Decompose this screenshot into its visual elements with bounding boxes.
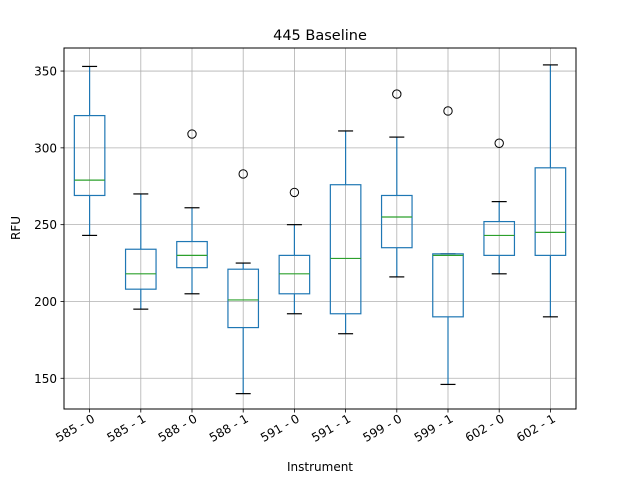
- box-iqr: [432, 253, 464, 318]
- box-iqr: [124, 248, 157, 290]
- x-tick-label: 585 - 1: [104, 411, 148, 444]
- outlier-point: [289, 187, 300, 198]
- box-585-0: [73, 65, 106, 237]
- box-iqr: [176, 240, 208, 269]
- box-588-0: [176, 129, 208, 295]
- box-585-1: [124, 193, 157, 310]
- y-tick-label: 250: [34, 218, 57, 232]
- box-591-0: [278, 187, 311, 315]
- x-tick-label: 599 - 1: [412, 411, 456, 444]
- box-iqr: [329, 184, 362, 315]
- box-iqr: [380, 194, 413, 249]
- x-tick-label: 585 - 0: [53, 411, 97, 444]
- plot-area-frame: [63, 47, 577, 410]
- y-tick-label: 300: [34, 141, 57, 155]
- box-588-1: [227, 169, 260, 395]
- box-591-1: [329, 130, 362, 335]
- outlier-point: [443, 106, 453, 116]
- axis-ticks: 150 200 250 300 350 585 - 0 585 - 1 588 - 0 588 …: [34, 65, 558, 445]
- y-tick-label: 150: [34, 372, 57, 386]
- box-599-0: [380, 89, 413, 278]
- x-tick-label: 591 - 1: [309, 411, 353, 444]
- outlier-point: [238, 169, 248, 179]
- box-iqr: [483, 220, 516, 256]
- box-iqr: [73, 114, 106, 197]
- chart-title: 445 Baseline: [273, 28, 367, 44]
- x-tick-label: 602 - 1: [514, 411, 558, 444]
- x-tick-label: 602 - 0: [463, 411, 507, 444]
- x-tick-label: 588 - 1: [207, 411, 251, 444]
- box-iqr: [534, 167, 567, 256]
- box-602-1: [534, 64, 567, 318]
- box-iqr: [227, 268, 260, 329]
- outlier-point: [494, 138, 504, 148]
- x-axis-label: Instrument: [287, 460, 353, 474]
- outlier-point: [392, 89, 402, 99]
- y-tick-label: 350: [34, 65, 57, 79]
- boxes: [73, 64, 567, 395]
- y-axis-label: RFU: [9, 216, 23, 240]
- y-tick-label: 200: [34, 295, 57, 309]
- box-iqr: [278, 254, 311, 295]
- outlier-point: [187, 129, 197, 139]
- box-599-1: [432, 106, 464, 386]
- x-tick-label: 588 - 0: [156, 411, 200, 444]
- x-tick-label: 591 - 0: [258, 411, 302, 444]
- box-602-0: [483, 138, 516, 275]
- x-tick-label: 599 - 0: [360, 411, 404, 444]
